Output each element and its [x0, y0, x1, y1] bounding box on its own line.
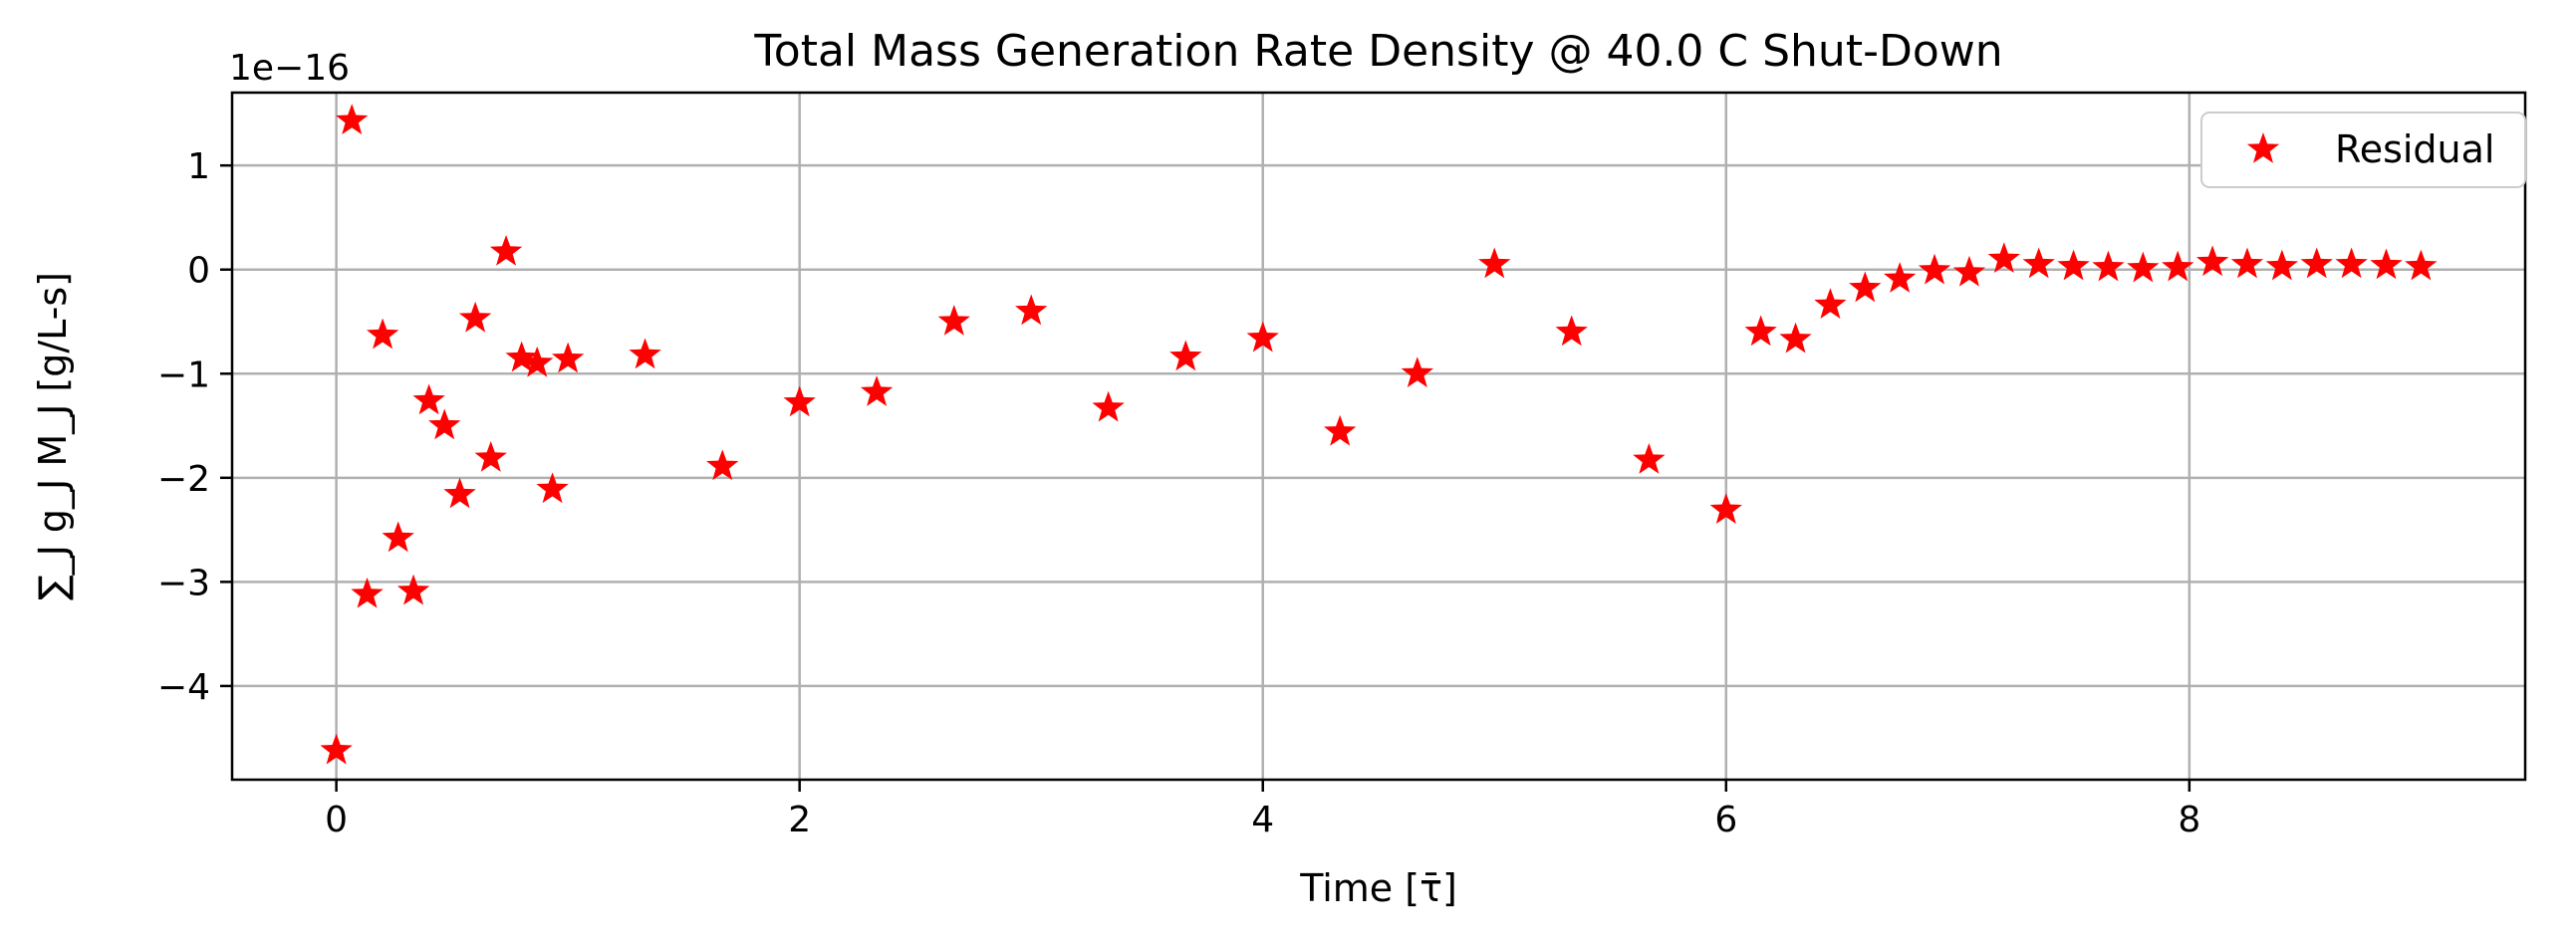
y-tick-label: −3	[157, 563, 210, 603]
data-point	[1709, 493, 1742, 524]
y-tick-label: −4	[157, 667, 210, 708]
data-point	[629, 338, 661, 369]
data-point	[2230, 247, 2264, 279]
y-multiplier-label: 1e−16	[229, 48, 350, 89]
y-tick-label: 1	[187, 146, 210, 187]
plot-frame	[230, 91, 2527, 782]
data-point	[1918, 253, 1951, 285]
y-tick-label: −1	[157, 354, 210, 395]
data-point	[2127, 251, 2160, 283]
legend: Residual	[2200, 112, 2526, 188]
data-point	[1884, 262, 1917, 293]
data-point	[382, 521, 414, 553]
data-point	[1987, 242, 2020, 274]
data-point	[1952, 255, 1986, 287]
data-point	[366, 318, 399, 350]
data-point	[1401, 356, 1433, 388]
data-point	[1015, 294, 1048, 326]
data-point	[443, 477, 476, 509]
data-point	[2162, 250, 2194, 282]
data-point	[2195, 245, 2229, 277]
data-point	[521, 346, 554, 377]
data-point	[489, 234, 523, 266]
data-point	[937, 305, 970, 336]
legend-label-residual: Residual	[2335, 127, 2494, 171]
x-tick-label: 2	[788, 800, 811, 840]
data-point	[1324, 414, 1357, 446]
data-point	[428, 408, 461, 440]
data-point	[1246, 321, 1279, 353]
y-axis-label: ∑_J g_J M_J [g/L-s]	[31, 272, 75, 600]
data-point	[1092, 390, 1125, 422]
data-point	[2022, 247, 2055, 279]
data-point	[551, 342, 585, 373]
x-axis-label: Time [τ̄]	[1299, 866, 1457, 910]
data-point	[860, 375, 894, 406]
data-point	[1849, 271, 1882, 303]
y-tick-label: 0	[187, 251, 210, 292]
data-point	[1633, 443, 1666, 474]
data-point	[1169, 340, 1202, 371]
data-point	[536, 472, 569, 504]
x-tick-label: 8	[2178, 800, 2200, 840]
data-point	[1478, 247, 1511, 279]
legend-box	[2200, 112, 2526, 188]
x-tick-label: 0	[325, 800, 348, 840]
data-point	[2335, 247, 2368, 279]
x-tick-label: 6	[1714, 800, 1737, 840]
y-tick-label: −2	[157, 459, 210, 500]
axis-ticks: 0 2 4 6 810−1−2−3−4	[157, 146, 2200, 840]
grid-lines	[232, 93, 2525, 780]
data-point	[474, 440, 507, 472]
data-point	[320, 733, 353, 765]
chart-title: Total Mass Generation Rate Density @ 40.…	[753, 26, 2002, 77]
data-point	[706, 449, 739, 481]
data-point	[505, 341, 538, 372]
data-point	[458, 301, 492, 333]
data-point	[412, 383, 445, 415]
data-point	[2405, 249, 2438, 281]
data-point	[2057, 249, 2090, 281]
data-point	[1814, 288, 1847, 320]
data-point	[351, 577, 384, 608]
data-point	[2092, 250, 2125, 282]
data-point	[1779, 322, 1812, 353]
data-points	[320, 104, 2438, 765]
data-point	[783, 385, 816, 417]
data-point	[1744, 315, 1777, 347]
data-point	[1555, 315, 1588, 347]
data-point	[2265, 249, 2299, 281]
data-point	[2370, 248, 2403, 280]
data-point	[396, 574, 430, 605]
x-tick-label: 4	[1251, 800, 1274, 840]
legend-star-marker	[2246, 132, 2280, 163]
data-point	[2300, 247, 2333, 279]
data-point	[336, 104, 369, 134]
